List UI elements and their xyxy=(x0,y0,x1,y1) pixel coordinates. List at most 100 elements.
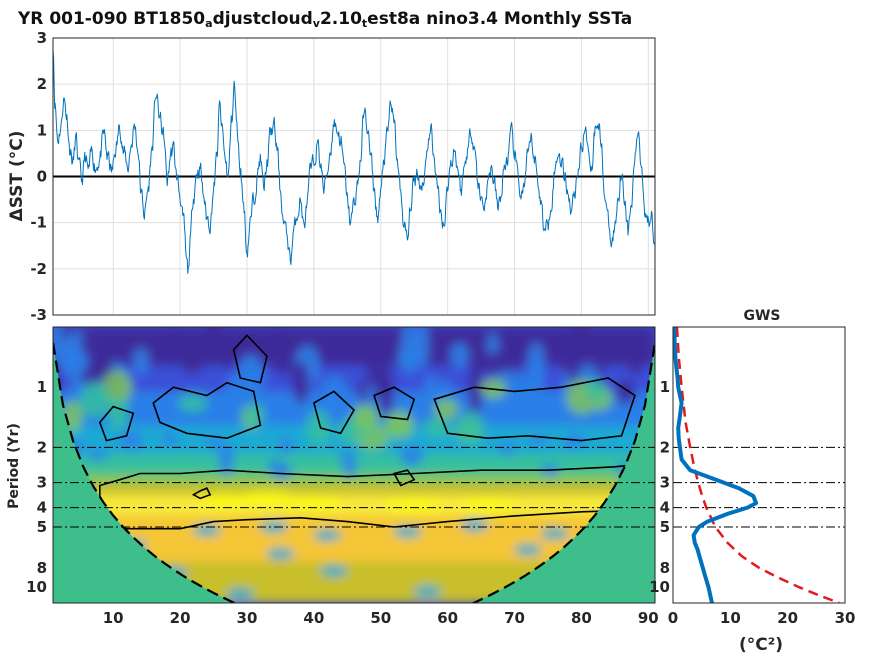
power-patch xyxy=(540,527,569,540)
power-patch xyxy=(393,526,422,539)
power-patch xyxy=(352,404,379,430)
wavelet-x-tick-label: 60 xyxy=(437,609,458,627)
power-patch xyxy=(585,378,605,403)
title-subscript: v xyxy=(313,17,321,30)
power-patch xyxy=(268,458,281,477)
power-patch xyxy=(423,416,453,438)
cone-of-influence-edge xyxy=(53,342,655,603)
power-patch xyxy=(459,498,516,513)
power-patch xyxy=(413,585,442,598)
power-patch xyxy=(118,430,143,450)
gws-y-tick-label: 1 xyxy=(660,378,670,396)
gws-reference-lines xyxy=(673,446,845,528)
title-subscript: t xyxy=(362,17,367,30)
power-patch xyxy=(219,456,234,476)
power-patch xyxy=(498,442,515,456)
power-patch xyxy=(177,393,208,413)
gws-plot-area xyxy=(673,327,845,603)
gws-y-tick-label: 5 xyxy=(660,518,670,536)
wavelet-x-tick-label: 50 xyxy=(370,609,391,627)
wavelet-y-tick-label: 2 xyxy=(37,438,47,456)
power-patch xyxy=(365,334,379,381)
wavelet-x-tick-label: 40 xyxy=(303,609,324,627)
power-band xyxy=(53,473,655,485)
power-patch xyxy=(565,433,586,449)
power-patch xyxy=(510,371,528,423)
wavelet-y-tick-label: 1 xyxy=(37,378,47,396)
power-patch xyxy=(192,524,221,537)
significance-contour xyxy=(98,405,135,442)
power-patch xyxy=(478,351,510,374)
wavelet-y-tick-label: 3 xyxy=(37,474,47,492)
power-patch xyxy=(460,519,489,532)
power-band xyxy=(53,484,655,495)
timeseries-y-tick-label: -3 xyxy=(30,306,47,324)
power-patch xyxy=(400,445,424,466)
gws-x-tick-label: 30 xyxy=(835,609,856,627)
power-patch xyxy=(107,397,129,431)
power-patch xyxy=(292,361,310,404)
gws-x-ticks: 0 10 20 30 xyxy=(668,609,856,627)
gws-x-tick-label: 20 xyxy=(777,609,798,627)
wavelet-y-label: Period (Yr) xyxy=(6,423,22,509)
gws-power-line xyxy=(673,327,759,603)
significance-contour xyxy=(433,377,636,442)
gws-y-tick-label: 4 xyxy=(660,499,670,517)
wavelet-y-ticks: 1 2 3 45 810 xyxy=(26,378,47,596)
gws-significance-line xyxy=(675,327,840,603)
power-patch xyxy=(386,498,443,513)
significance-contour xyxy=(232,334,268,384)
wavelet-reference-lines xyxy=(53,446,655,528)
gws-y-tick-label: 2 xyxy=(660,438,670,456)
power-patch xyxy=(161,432,178,445)
wavelet-x-tick-label: 30 xyxy=(237,609,258,627)
timeseries-y-tick-label: 2 xyxy=(37,75,47,93)
power-patch xyxy=(58,347,89,378)
timeseries-y-tick-label: 1 xyxy=(37,121,47,139)
gws-y-tick-label: 10 xyxy=(649,578,670,596)
power-patch xyxy=(319,564,348,577)
gws-y-ticks: 1 2 3 45 810 xyxy=(649,378,670,596)
gws-x-tick-label: 10 xyxy=(720,609,741,627)
gws-title: GWS xyxy=(743,308,780,324)
power-patch xyxy=(423,373,438,418)
wavelet-y-tick-label: 4 xyxy=(37,499,47,517)
title-part: 2.10 xyxy=(320,9,362,29)
wavelet-frame xyxy=(52,326,656,604)
power-patch xyxy=(626,332,645,376)
power-patch xyxy=(527,341,545,389)
power-patch xyxy=(259,520,288,533)
title-subscript: a xyxy=(205,17,212,30)
power-patch xyxy=(239,491,296,506)
power-patch xyxy=(415,327,429,369)
title-part: est8a nino3.4 Monthly SSTa xyxy=(367,9,632,29)
timeseries-y-label: ΔSST (°C) xyxy=(7,131,27,222)
significance-contour xyxy=(312,390,356,435)
wavelet-x-tick-label: 70 xyxy=(504,609,525,627)
timeseries-y-tick-label: 3 xyxy=(37,29,47,47)
power-patch xyxy=(206,436,224,449)
power-patch xyxy=(400,327,419,375)
chart-title: YR 001-090 BT1850adjustcloudv2.10test8a … xyxy=(17,9,632,30)
power-patch xyxy=(215,338,239,369)
wavelet-y-tick-label: 5 xyxy=(37,518,47,536)
timeseries-y-ticks: -3 -2 -1 0 1 2 3 xyxy=(30,29,47,324)
power-band xyxy=(53,327,655,366)
wavelet-x-ticks: 10 20 30 40 50 60 70 80 90 xyxy=(103,609,659,627)
power-patch xyxy=(450,342,470,369)
gws-x-tick-label: 0 xyxy=(668,609,678,627)
wavelet-x-tick-label: 20 xyxy=(170,609,191,627)
gws-y-tick-label: 3 xyxy=(660,474,670,492)
significance-contour xyxy=(191,487,212,500)
power-patch xyxy=(225,375,240,410)
power-patch xyxy=(343,457,357,478)
wavelet-x-tick-label: 80 xyxy=(571,609,592,627)
gws-y-tick-label: 8 xyxy=(660,559,670,577)
gws-frame xyxy=(672,326,846,604)
timeseries-y-tick-label: -2 xyxy=(30,260,47,278)
power-patch xyxy=(270,327,294,376)
title-part: YR 001-090 BT1850 xyxy=(17,9,205,29)
sst-series-line xyxy=(53,49,655,274)
